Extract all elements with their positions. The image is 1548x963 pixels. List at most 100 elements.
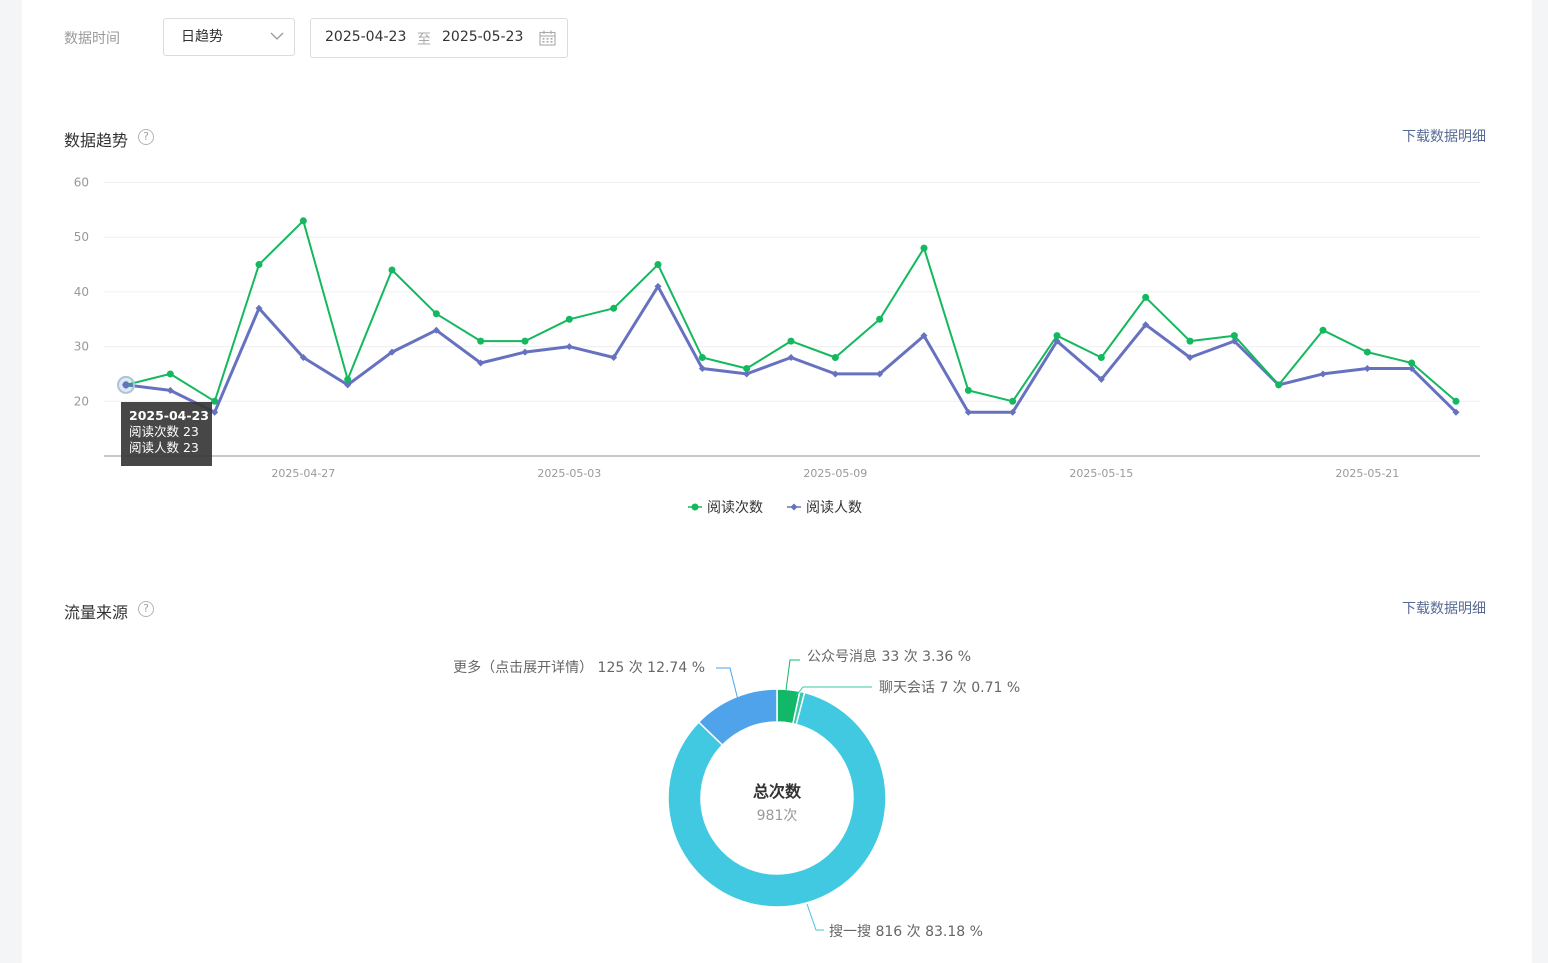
content-card: 数据时间 日趋势 2025-04-23 至 2025-05-23 数据趋势 ? … [22, 0, 1532, 963]
x-tick-label: 2025-04-27 [271, 467, 335, 480]
data-point-reads [1053, 332, 1061, 340]
data-point-reads [1363, 348, 1371, 356]
donut-center-title: 总次数 [753, 782, 802, 801]
y-tick-label: 50 [74, 230, 89, 244]
donut-labels: 公众号消息 33 次 3.36 % 聊天会话 7 次 0.71 % 搜一搜 816 … [453, 648, 1020, 940]
chevron-down-icon [270, 32, 284, 40]
data-point-reads [477, 337, 485, 345]
data-point-reads [698, 354, 706, 362]
donut-slice [667, 691, 887, 908]
y-tick-label: 20 [74, 394, 89, 408]
trend-line-chart: 20 30 40 50 60 2025-04-27 2025-05-03 2025-05-0… [74, 176, 1480, 516]
legend-label: 阅读次数 [707, 499, 763, 516]
y-tick-label: 60 [74, 176, 89, 190]
data-point-readers [166, 386, 174, 394]
end-date[interactable]: 2025-05-23 [442, 29, 524, 45]
traffic-download-link[interactable]: 下载数据明细 [1402, 601, 1486, 617]
donut-label: 更多（点击展开详情） 125 次 12.74 % [453, 659, 705, 676]
trend-download-link[interactable]: 下载数据明细 [1402, 129, 1486, 145]
traffic-donut-chart: 公众号消息 33 次 3.36 % 聊天会话 7 次 0.71 % 搜一搜 816 … [453, 648, 1020, 940]
data-point-readers [876, 370, 884, 378]
data-point-reads [344, 375, 352, 383]
date-range-picker[interactable]: 2025-04-23 至 2025-05-23 [310, 18, 568, 58]
data-point-reads [1097, 354, 1105, 362]
data-point-readers [1452, 408, 1460, 416]
data-point-readers [654, 282, 662, 290]
trend-grid [104, 182, 1480, 457]
range-separator: 至 [417, 32, 431, 48]
data-point-reads [166, 370, 174, 378]
data-point-reads [1275, 381, 1283, 389]
data-point-reads [876, 315, 884, 323]
donut-label-line [716, 667, 739, 701]
donut-label-line [806, 903, 824, 931]
x-tick-label: 2025-05-09 [803, 467, 867, 480]
donut-center: 总次数 981次 [753, 782, 802, 824]
donut-label: 搜一搜 816 次 83.18 % [829, 924, 983, 940]
trend-x-axis: 2025-04-27 2025-05-03 2025-05-09 2025-05-15… [271, 467, 1399, 480]
data-point-readers [211, 408, 219, 416]
data-point-readers [1408, 364, 1416, 372]
data-point-reads [1142, 293, 1150, 301]
tooltip-readers: 阅读人数 23 [129, 440, 199, 455]
data-point-readers [432, 326, 440, 334]
x-tick-label: 2025-05-03 [537, 467, 601, 480]
trend-y-axis: 20 30 40 50 60 [74, 176, 89, 409]
data-point-readers [1230, 337, 1238, 345]
data-point-reads [211, 397, 219, 405]
data-point-reads [654, 261, 662, 269]
data-point-readers [1053, 337, 1061, 345]
data-point-readers [787, 354, 795, 362]
x-tick-label: 2025-05-15 [1069, 467, 1133, 480]
data-point-readers [388, 348, 396, 356]
chart-tooltip: 2025-04-23 阅读次数 23 阅读人数 23 [121, 402, 212, 466]
trend-legend[interactable]: 阅读次数 阅读人数 [688, 499, 862, 516]
data-point-readers [1097, 375, 1105, 383]
legend-marker [691, 503, 699, 511]
start-date[interactable]: 2025-04-23 [325, 29, 407, 45]
data-point-reads [299, 217, 307, 225]
data-point-reads [432, 310, 440, 318]
tooltip-date: 2025-04-23 [129, 408, 209, 423]
data-point-readers [565, 343, 573, 351]
data-point-readers [743, 370, 751, 378]
data-point-reads [1186, 337, 1194, 345]
donut-slice [697, 688, 778, 747]
data-point-readers [1142, 321, 1150, 329]
y-tick-label: 40 [74, 285, 89, 299]
donut-label: 公众号消息 33 次 3.36 % [807, 648, 971, 665]
granularity-value: 日趋势 [181, 29, 223, 45]
data-point-reads [521, 337, 529, 345]
data-point-readers [698, 364, 706, 372]
data-point-readers [1186, 354, 1194, 362]
data-point-reads [1452, 397, 1460, 405]
traffic-help-icon[interactable]: ? [138, 601, 154, 617]
data-point-reads [1230, 332, 1238, 340]
data-point-reads [831, 354, 839, 362]
granularity-select[interactable]: 日趋势 [163, 18, 295, 56]
donut-label: 聊天会话 7 次 0.71 % [879, 680, 1020, 696]
data-point-readers [255, 304, 263, 312]
donut-label-line [785, 659, 800, 691]
calendar-icon[interactable] [539, 30, 556, 46]
data-point-reads [743, 364, 751, 372]
data-point-reads [565, 315, 573, 323]
trend-title: 数据趋势 [64, 131, 129, 150]
data-point-readers [477, 359, 485, 367]
trend-help-icon[interactable]: ? [138, 129, 154, 145]
legend-label: 阅读人数 [806, 499, 862, 516]
data-point-readers [1319, 370, 1327, 378]
traffic-title: 流量来源 [64, 603, 129, 622]
data-point-readers [920, 332, 928, 340]
hover-point [122, 380, 130, 389]
data-point-readers [344, 381, 352, 389]
series-line-readers [125, 284, 1458, 414]
data-point-readers [299, 354, 307, 362]
data-point-reads [610, 304, 618, 312]
y-tick-label: 30 [74, 340, 89, 354]
data-point-reads [1009, 397, 1017, 405]
trend-series [117, 217, 1460, 416]
data-point-reads [255, 261, 263, 269]
data-point-readers [1009, 408, 1017, 416]
data-point-readers [610, 354, 618, 362]
